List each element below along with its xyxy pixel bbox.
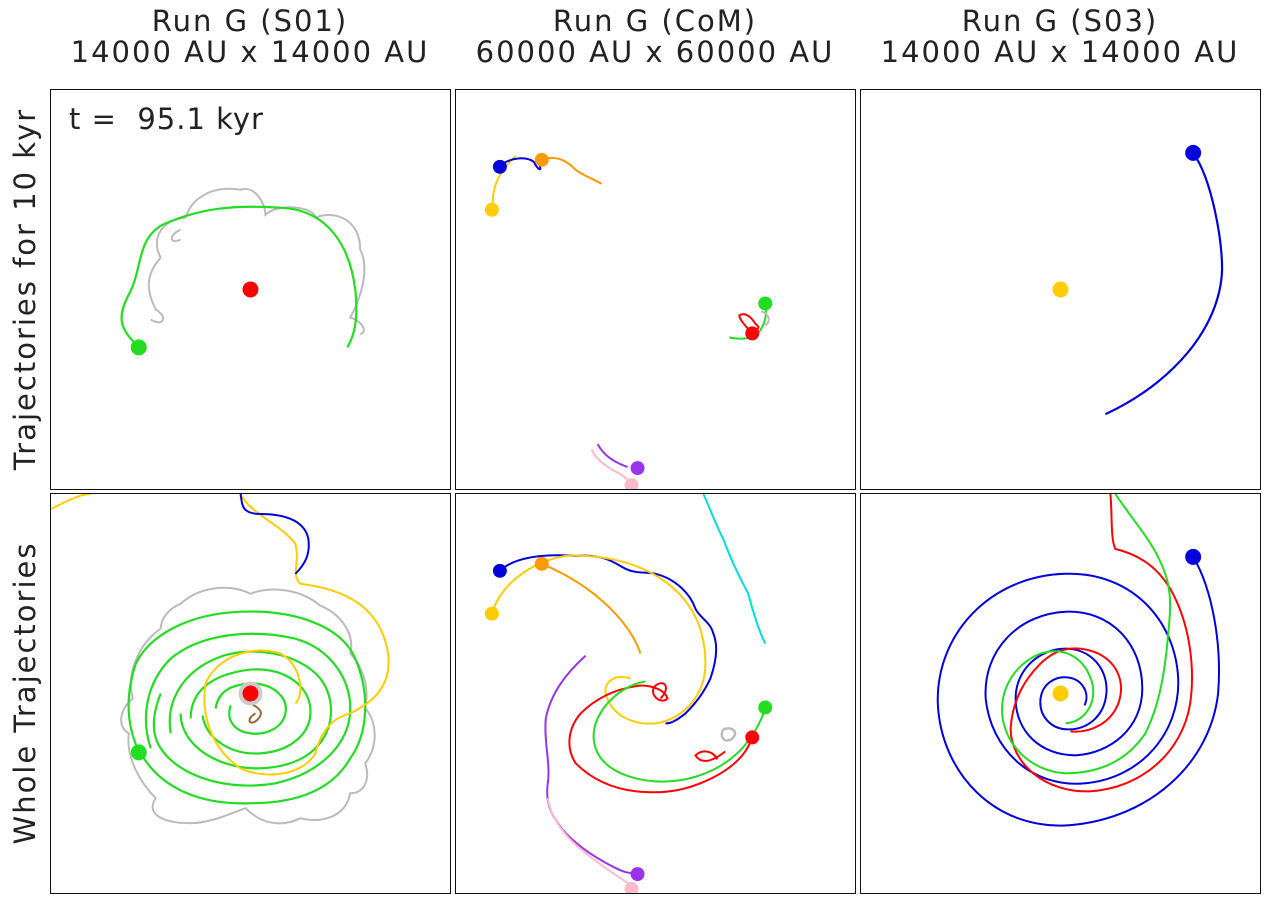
column-subtitle: 60000 AU x 60000 AU xyxy=(475,35,835,69)
trajectory-plot xyxy=(936,494,1220,827)
body-red xyxy=(242,685,259,702)
body-red xyxy=(745,326,760,341)
trajectory-red xyxy=(1009,494,1193,793)
trajectory-gray xyxy=(760,310,770,327)
time-label: t = 95.1 kyr xyxy=(69,102,264,136)
column-subtitle: 14000 AU x 14000 AU xyxy=(70,35,430,69)
body-blue xyxy=(1185,548,1202,565)
body-purple xyxy=(630,867,645,882)
panel-10kyr-s03 xyxy=(860,89,1261,490)
column-title: Run G (S01) xyxy=(151,4,349,38)
trajectory-plot xyxy=(1052,144,1224,416)
trajectory-pink xyxy=(546,798,632,886)
panel-10kyr-s01: t = 95.1 kyr xyxy=(50,89,451,490)
body-green xyxy=(758,700,773,715)
trajectory-purple xyxy=(596,443,628,468)
body-gold xyxy=(484,606,499,621)
trajectory-orange xyxy=(541,156,603,185)
trajectory-plot xyxy=(484,152,773,489)
trajectory-gold xyxy=(490,554,707,725)
body-blue xyxy=(492,159,507,174)
trajectory-green xyxy=(1001,494,1172,775)
panel-whole-s01 xyxy=(50,493,451,894)
column-title: Run G (CoM) xyxy=(552,4,758,38)
panel-whole-s03 xyxy=(860,493,1261,894)
body-orange xyxy=(534,152,549,167)
body-green xyxy=(130,744,147,761)
trajectory-blue xyxy=(936,556,1220,827)
trajectory-green xyxy=(592,680,767,783)
row-label-10kyr: Trajectories for 10 kyr xyxy=(8,107,42,471)
body-purple xyxy=(630,461,645,476)
body-gold xyxy=(1052,685,1069,702)
column-title-s03: Run G (S03) 14000 AU x 14000 AU xyxy=(860,6,1260,68)
trajectory-blue xyxy=(239,494,310,575)
body-blue xyxy=(492,563,507,578)
trajectory-gold xyxy=(51,494,390,776)
body-gold xyxy=(484,202,499,217)
trajectory-cyan xyxy=(702,494,767,645)
body-pink xyxy=(624,882,639,893)
trajectory-blue xyxy=(500,157,542,171)
trajectory-gray xyxy=(120,586,376,825)
body-green xyxy=(758,296,773,311)
body-gold xyxy=(1052,281,1069,298)
trajectory-red xyxy=(568,682,754,794)
column-title-s01: Run G (S01) 14000 AU x 14000 AU xyxy=(50,6,450,68)
column-subtitle: 14000 AU x 14000 AU xyxy=(880,35,1240,69)
column-title: Run G (S03) xyxy=(961,4,1159,38)
body-red xyxy=(242,281,259,298)
trajectory-plot xyxy=(484,494,773,893)
panel-whole-com xyxy=(455,493,856,894)
body-green xyxy=(130,339,147,356)
body-pink xyxy=(624,478,639,489)
panel-10kyr-com xyxy=(455,89,856,490)
body-red xyxy=(745,730,760,745)
column-title-com: Run G (CoM) 60000 AU x 60000 AU xyxy=(455,6,855,68)
trajectory-green xyxy=(127,610,367,805)
row-label-whole: Whole Trajectories xyxy=(8,541,42,845)
body-orange xyxy=(534,556,549,571)
trajectory-blue xyxy=(1104,152,1224,416)
trajectory-red xyxy=(738,313,760,335)
body-blue xyxy=(1185,144,1202,161)
trajectory-green xyxy=(120,205,358,349)
trajectory-plot xyxy=(120,187,366,356)
trajectory-brown xyxy=(248,702,262,724)
trajectory-gray xyxy=(720,727,737,742)
trajectory-gray xyxy=(147,187,366,336)
trajectory-plot xyxy=(51,494,390,825)
trajectory-orange xyxy=(541,562,642,654)
